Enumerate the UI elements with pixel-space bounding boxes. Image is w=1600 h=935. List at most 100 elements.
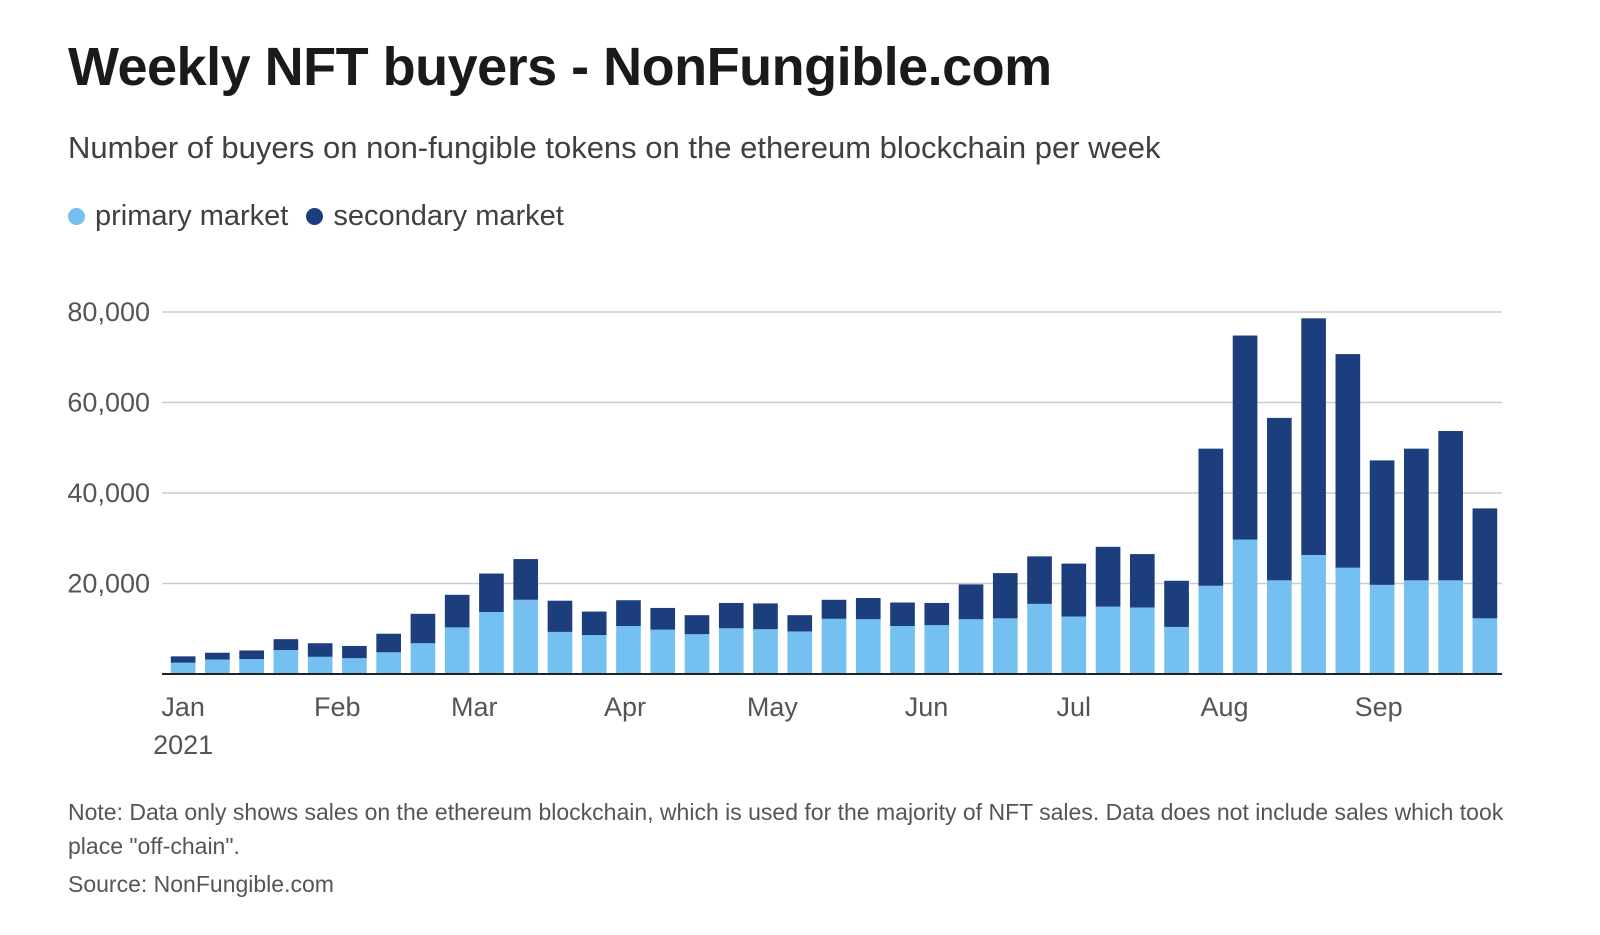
bar-primary	[890, 626, 915, 674]
bar-secondary	[1164, 580, 1189, 627]
bar-secondary	[992, 573, 1018, 619]
x-tick-label: Mar	[451, 692, 498, 722]
bar-secondary	[1198, 448, 1224, 586]
bar-secondary	[1232, 335, 1258, 540]
bar-secondary	[924, 602, 950, 626]
bar-primary	[170, 662, 196, 674]
bar-secondary	[513, 559, 539, 600]
bar-primary	[924, 625, 950, 674]
bar-secondary	[1129, 554, 1155, 608]
bar-primary	[410, 643, 436, 674]
bar-secondary	[1438, 431, 1463, 581]
bar-primary	[307, 656, 333, 674]
bar-primary	[855, 619, 881, 674]
legend-label-secondary: secondary market	[333, 200, 564, 232]
bar-secondary	[1404, 448, 1429, 581]
y-tick-label: 60,000	[67, 388, 150, 418]
chart-title: Weekly NFT buyers - NonFungible.com	[68, 37, 1052, 97]
bar-primary	[376, 652, 401, 674]
bar-secondary	[581, 611, 607, 636]
bar-primary	[718, 628, 744, 674]
bar-primary	[1301, 554, 1326, 674]
bar-primary	[787, 631, 813, 674]
bar-secondary	[821, 599, 847, 619]
bar-primary	[444, 627, 470, 674]
bar-secondary	[273, 639, 299, 651]
bar-secondary	[1095, 546, 1121, 607]
x-tick-label: Feb	[314, 692, 361, 722]
x-tick-label: May	[747, 692, 799, 722]
bar-secondary	[547, 600, 573, 632]
bar-secondary	[650, 607, 676, 630]
x-tick-sublabel: 2021	[153, 730, 213, 760]
bar-primary	[273, 650, 299, 674]
bar-secondary	[958, 584, 984, 620]
bar-primary	[205, 659, 230, 674]
bar-primary	[1369, 584, 1395, 674]
bar-secondary	[1369, 460, 1395, 585]
bar-primary	[513, 599, 539, 674]
bar-secondary	[1335, 354, 1361, 568]
bar-primary	[1095, 606, 1121, 674]
bar-primary	[1335, 567, 1361, 674]
bar-secondary	[787, 615, 813, 632]
legend-item-secondary: secondary market	[306, 200, 564, 233]
chart-subtitle: Number of buyers on non-fungible tokens …	[68, 130, 1161, 165]
x-tick-label: Apr	[604, 692, 646, 722]
bar-secondary	[1267, 417, 1292, 581]
legend-dot-secondary	[306, 208, 324, 225]
bar-primary	[1267, 580, 1292, 674]
bar-secondary	[205, 652, 230, 660]
bar-primary	[1061, 616, 1087, 674]
bar-primary	[616, 626, 641, 674]
bar-secondary	[170, 656, 196, 663]
bar-primary	[1472, 618, 1498, 674]
bar-secondary	[718, 602, 744, 629]
bar-primary	[753, 629, 778, 674]
bar-primary	[992, 618, 1018, 674]
bar-primary	[1027, 603, 1052, 674]
x-tick-label: Sep	[1355, 692, 1403, 722]
bar-primary	[581, 635, 607, 674]
legend: primary market secondary market	[68, 200, 582, 233]
bar-secondary	[307, 643, 333, 657]
footer-note: Note: Data only shows sales on the ether…	[68, 799, 1504, 859]
bar-primary	[342, 658, 367, 674]
x-tick-label: Jul	[1057, 692, 1092, 722]
bar-secondary	[753, 603, 778, 630]
bar-secondary	[444, 594, 470, 628]
bar-primary	[1164, 626, 1189, 674]
legend-dot-primary	[68, 208, 85, 225]
bar-primary	[1404, 580, 1429, 674]
bar-primary	[650, 629, 676, 674]
bar-secondary	[1061, 563, 1087, 617]
footer-source: Source: NonFungible.com	[68, 871, 334, 897]
y-tick-label: 20,000	[67, 569, 150, 599]
bar-secondary	[616, 600, 641, 627]
bar-secondary	[1472, 508, 1498, 619]
x-tick-label: Jan	[161, 692, 205, 722]
bar-secondary	[1301, 318, 1326, 555]
bar-primary	[1129, 607, 1155, 674]
bar-primary	[1232, 539, 1258, 674]
bar-secondary	[342, 645, 367, 659]
bar-primary	[1438, 580, 1463, 674]
bar-secondary	[376, 633, 401, 653]
y-tick-label: 40,000	[67, 478, 150, 508]
bar-primary	[239, 659, 264, 674]
bar-primary	[1198, 585, 1224, 674]
bar-secondary	[410, 613, 436, 644]
bar-primary	[684, 634, 710, 674]
bar-secondary	[855, 597, 881, 620]
legend-label-primary: primary market	[95, 200, 289, 232]
legend-item-primary: primary market	[68, 200, 288, 233]
bar-primary	[821, 618, 847, 674]
bar-secondary	[890, 602, 915, 627]
bar-secondary	[239, 650, 264, 660]
bar-primary	[479, 612, 504, 674]
bar-secondary	[684, 615, 710, 635]
x-tick-label: Aug	[1200, 692, 1248, 722]
bar-primary	[547, 631, 573, 674]
x-tick-label: Jun	[905, 692, 949, 722]
